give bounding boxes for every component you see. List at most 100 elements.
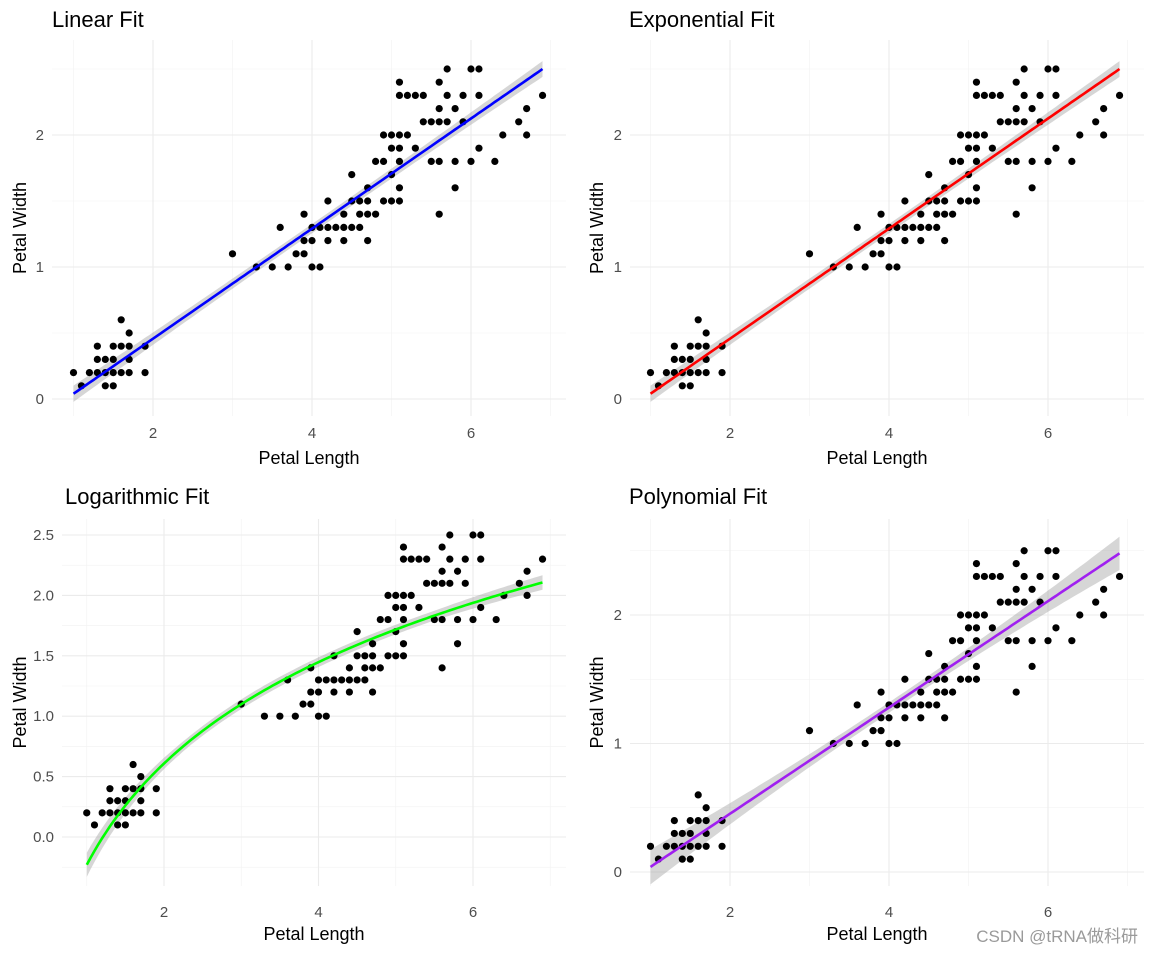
data-point — [941, 675, 949, 683]
data-point — [972, 572, 981, 581]
data-point — [972, 144, 981, 152]
data-point — [451, 184, 459, 192]
data-point — [869, 727, 877, 735]
data-point — [933, 701, 941, 709]
data-point — [1004, 637, 1012, 645]
data-point — [395, 78, 404, 86]
data-point — [368, 652, 377, 660]
data-point — [276, 223, 284, 231]
data-point — [438, 615, 446, 624]
data-point — [538, 555, 547, 563]
x-tick-label: 4 — [308, 425, 316, 442]
data-point — [1028, 585, 1036, 593]
data-point — [1115, 572, 1124, 581]
data-point — [678, 382, 686, 390]
data-point — [361, 664, 369, 672]
data-point — [477, 531, 485, 539]
y-tick-label: 2 — [36, 127, 44, 144]
data-point — [461, 579, 469, 587]
data-point — [1004, 598, 1012, 606]
data-point — [338, 676, 346, 684]
data-point — [438, 567, 446, 575]
data-point — [686, 817, 694, 825]
data-point — [988, 624, 996, 632]
y-axis-label: Petal Width — [587, 182, 607, 274]
data-point — [419, 118, 427, 126]
data-point — [988, 572, 996, 581]
data-point — [885, 739, 893, 748]
data-point — [403, 131, 411, 139]
data-point — [686, 855, 694, 863]
data-point — [686, 342, 694, 350]
data-point — [1020, 572, 1028, 581]
data-point — [972, 78, 981, 86]
y-tick-label: 0 — [614, 864, 622, 881]
data-point — [348, 223, 356, 231]
data-point — [805, 727, 814, 735]
data-point — [901, 223, 909, 231]
data-point — [353, 628, 361, 636]
data-point — [475, 91, 483, 99]
data-point — [1012, 78, 1020, 86]
data-point — [384, 615, 392, 624]
data-point — [1092, 118, 1100, 126]
x-tick-label: 2 — [726, 425, 734, 442]
data-point — [702, 804, 710, 812]
data-point — [972, 637, 981, 645]
data-point — [694, 791, 702, 799]
data-point — [949, 210, 957, 218]
data-point — [276, 712, 284, 720]
data-point — [292, 250, 300, 258]
data-point — [372, 210, 380, 218]
data-point — [1012, 560, 1020, 568]
data-point — [980, 572, 989, 581]
data-point — [1012, 210, 1020, 218]
fit-line — [649, 552, 1121, 868]
y-tick-label: 1 — [614, 259, 622, 276]
data-point — [353, 652, 361, 660]
data-point — [307, 688, 315, 696]
data-point — [972, 560, 981, 568]
data-point — [1020, 118, 1028, 126]
data-point — [964, 131, 973, 139]
data-point — [379, 157, 388, 165]
y-tick-label: 1.0 — [33, 708, 54, 725]
data-point — [435, 210, 443, 218]
data-point — [933, 223, 941, 231]
data-point — [491, 157, 499, 165]
data-point — [399, 615, 408, 624]
data-point — [949, 637, 957, 645]
data-point — [694, 817, 702, 825]
y-tick-label: 2 — [614, 607, 622, 624]
data-point — [996, 598, 1004, 606]
data-point — [137, 809, 145, 817]
data-point — [972, 91, 981, 99]
data-point — [1100, 611, 1108, 619]
data-point — [435, 78, 443, 86]
data-point — [330, 676, 338, 684]
chart-title: Linear Fit — [52, 7, 144, 32]
data-point — [702, 842, 710, 850]
data-point — [446, 531, 454, 539]
data-point — [137, 773, 145, 781]
data-point — [1004, 157, 1012, 165]
data-point — [307, 700, 315, 708]
data-point — [384, 652, 392, 660]
data-point — [129, 760, 137, 769]
data-point — [314, 688, 323, 696]
data-point — [109, 355, 117, 363]
data-point — [885, 714, 893, 722]
data-point — [314, 712, 323, 720]
data-point — [85, 369, 93, 377]
data-point — [98, 809, 106, 817]
data-point — [284, 263, 292, 271]
data-point — [702, 329, 710, 337]
data-point — [861, 739, 869, 748]
data-point — [415, 555, 423, 563]
x-axis-label: Petal Length — [826, 924, 927, 944]
data-point — [686, 829, 694, 838]
data-point — [467, 157, 475, 165]
data-point — [93, 355, 101, 363]
data-point — [670, 842, 678, 850]
data-point — [718, 842, 726, 850]
